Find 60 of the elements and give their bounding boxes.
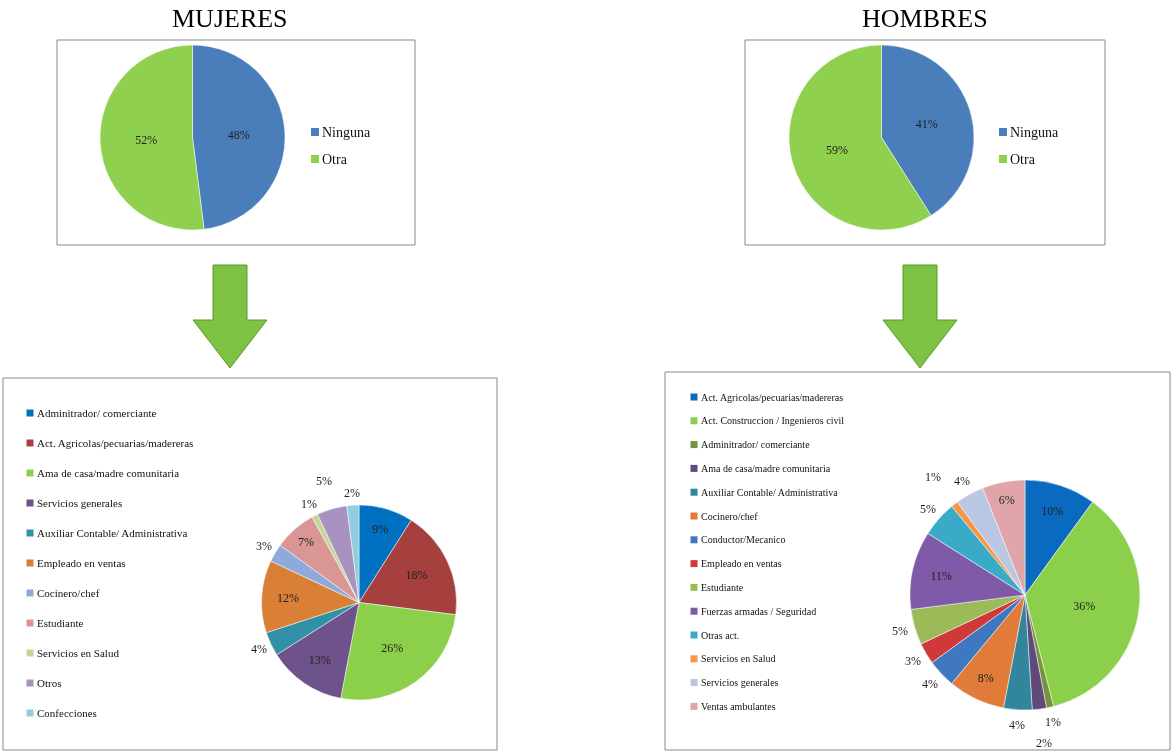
data-label: 4%	[1009, 718, 1025, 732]
legend-label: Servicios en Salud	[37, 647, 120, 659]
legend-label: Act. Agricolas/pecuarias/madereras	[37, 437, 194, 449]
data-label: 41%	[915, 117, 938, 132]
data-label: 7%	[298, 535, 315, 550]
legend-label: Ama de casa/madre comunitaria	[701, 463, 831, 474]
data-label: 3%	[905, 654, 921, 668]
data-label: 4%	[954, 474, 970, 488]
legend-label: Estudiante	[701, 582, 744, 593]
data-label: 5%	[316, 474, 332, 488]
data-label: 2%	[344, 486, 360, 500]
legend-label: Empleado en ventas	[701, 558, 782, 569]
data-label: 18%	[405, 568, 428, 583]
legend-label: Act. Agricolas/pecuarias/madereras	[701, 392, 844, 403]
legend-label: Cocinero/chef	[37, 587, 100, 599]
legend-label: Otra	[1010, 152, 1036, 167]
data-label: 59%	[826, 143, 849, 158]
chart-title: MUJERES	[172, 4, 288, 33]
legend-label: Ninguna	[1010, 125, 1059, 140]
data-label: 48%	[227, 127, 250, 142]
data-label: 1%	[925, 470, 941, 484]
legend-label: Estudiante	[37, 617, 84, 629]
legend-label: Cocinero/chef	[701, 511, 759, 522]
legend-label: Act. Construccion / Ingenieros civil	[701, 415, 845, 426]
data-label: 10%	[1041, 504, 1064, 519]
legend-label: Confecciones	[37, 707, 97, 719]
legend-label: Servicios en Salud	[701, 653, 776, 664]
legend-label: Conductor/Mecanico	[701, 534, 786, 545]
data-label: 4%	[922, 677, 938, 691]
legend-label: Otros	[37, 677, 62, 689]
legend-label: Otra	[322, 152, 348, 167]
legend-label: Ama de casa/madre comunitaria	[37, 467, 180, 479]
data-label: 5%	[920, 502, 936, 516]
data-label: 12%	[276, 591, 299, 606]
data-label: 9%	[372, 522, 389, 537]
legend-label: Ventas ambulantes	[701, 701, 776, 712]
legend-label: Otras act.	[701, 630, 740, 641]
data-label: 6%	[998, 492, 1015, 507]
data-label: 8%	[977, 671, 994, 686]
data-label: 13%	[308, 653, 331, 668]
legend-label: Auxiliar Contable/ Administrativa	[701, 487, 839, 498]
data-label: 11%	[930, 569, 952, 584]
legend-label: Servicios generales	[701, 677, 779, 688]
legend-label: Adminitrador/ comerciante	[701, 439, 811, 450]
data-label: 52%	[135, 133, 158, 148]
data-label: 36%	[1073, 599, 1096, 614]
data-label: 26%	[381, 641, 404, 656]
data-label: 3%	[256, 539, 272, 553]
data-label: 2%	[1036, 736, 1052, 750]
data-label: 1%	[301, 497, 317, 511]
legend-label: Empleado en ventas	[37, 557, 126, 569]
data-label: 1%	[1045, 715, 1061, 729]
legend-label: Adminitrador/ comerciante	[37, 407, 157, 419]
legend-label: Ninguna	[322, 125, 371, 140]
legend-label: Servicios generales	[37, 497, 123, 509]
data-label: 4%	[251, 642, 267, 656]
legend-label: Fuerzas armadas / Seguridad	[701, 606, 817, 617]
data-label: 5%	[892, 624, 908, 638]
legend-label: Auxiliar Contable/ Administrativa	[37, 527, 188, 539]
chart-title: HOMBRES	[862, 4, 988, 33]
